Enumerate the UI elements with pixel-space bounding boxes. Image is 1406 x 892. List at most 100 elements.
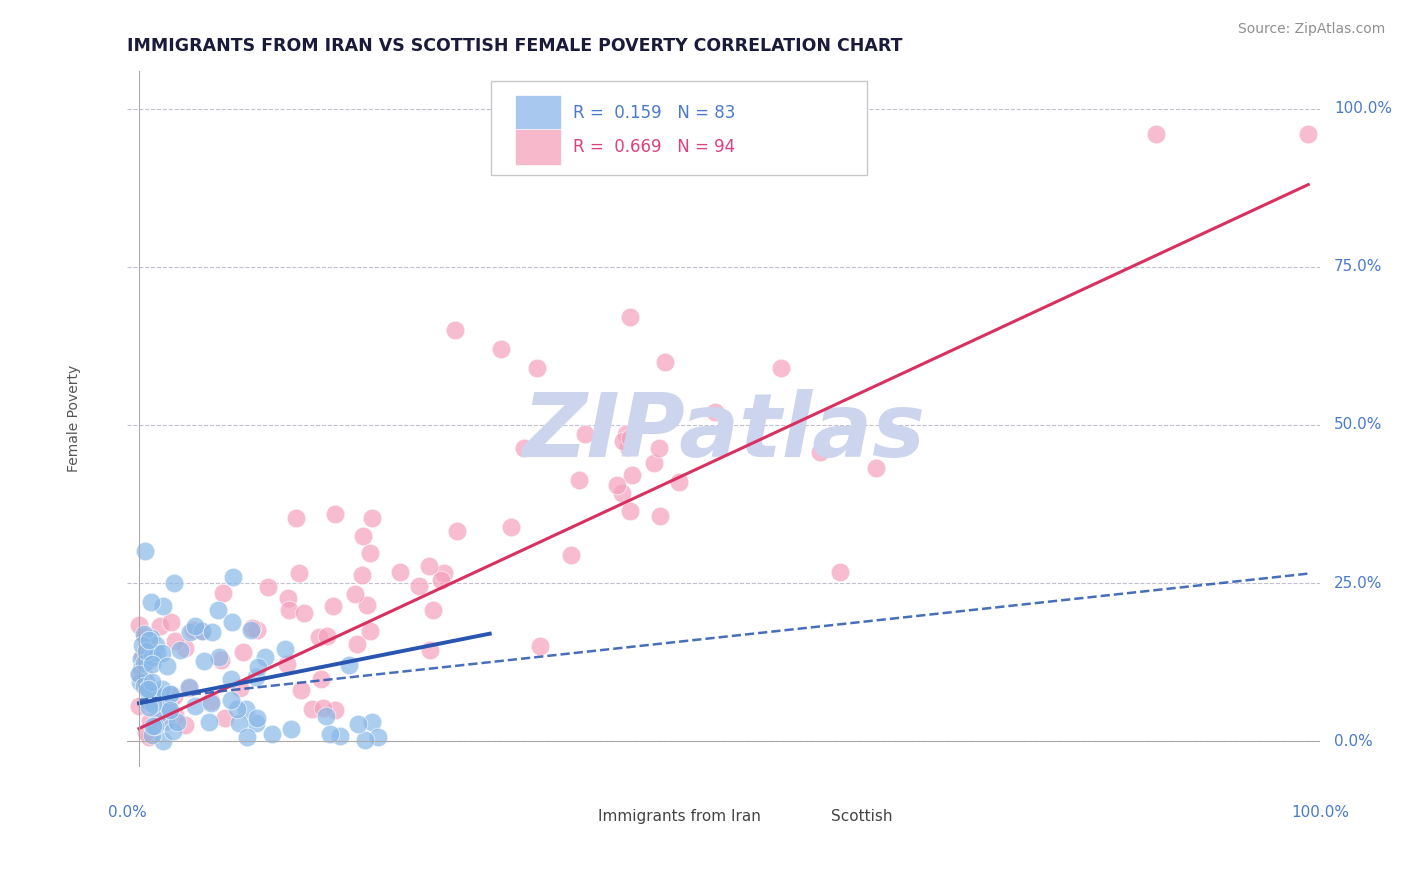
Point bbox=[617, 440, 640, 454]
Point bbox=[247, 660, 270, 674]
Point bbox=[129, 674, 152, 689]
Point bbox=[246, 623, 269, 637]
Point bbox=[159, 694, 181, 708]
Point bbox=[262, 726, 284, 740]
Point bbox=[367, 730, 389, 744]
Point bbox=[156, 659, 179, 673]
Point bbox=[131, 649, 153, 664]
Point bbox=[315, 629, 337, 643]
Point bbox=[183, 619, 205, 633]
Point bbox=[173, 640, 195, 655]
Point bbox=[150, 681, 173, 696]
FancyBboxPatch shape bbox=[491, 81, 866, 175]
Point bbox=[135, 655, 157, 669]
Point bbox=[232, 645, 254, 659]
Point bbox=[141, 728, 163, 742]
Point bbox=[177, 681, 200, 696]
Point bbox=[128, 699, 150, 714]
Point bbox=[240, 621, 263, 635]
Point bbox=[146, 646, 169, 660]
Point bbox=[228, 715, 250, 730]
Point bbox=[526, 361, 548, 376]
Point bbox=[560, 548, 582, 562]
Point bbox=[648, 509, 671, 524]
Point bbox=[209, 653, 232, 667]
Text: IMMIGRANTS FROM IRAN VS SCOTTISH FEMALE POVERTY CORRELATION CHART: IMMIGRANTS FROM IRAN VS SCOTTISH FEMALE … bbox=[128, 37, 903, 55]
FancyBboxPatch shape bbox=[780, 803, 824, 830]
Point bbox=[162, 723, 184, 738]
Point bbox=[301, 702, 323, 716]
Point bbox=[148, 707, 170, 722]
Point bbox=[808, 445, 831, 459]
Point bbox=[322, 599, 344, 613]
Point bbox=[136, 681, 159, 696]
Point bbox=[529, 639, 551, 653]
Point bbox=[221, 570, 243, 584]
Point bbox=[418, 558, 440, 573]
Point bbox=[619, 504, 641, 518]
Point bbox=[132, 668, 155, 682]
Point bbox=[614, 427, 637, 442]
Point bbox=[430, 573, 453, 587]
Point bbox=[193, 654, 215, 668]
Point bbox=[352, 529, 374, 543]
Point bbox=[163, 690, 186, 704]
Point bbox=[165, 634, 187, 648]
Text: ZIPatlas: ZIPatlas bbox=[522, 389, 925, 476]
Point bbox=[343, 587, 366, 601]
Point bbox=[280, 722, 302, 736]
Point bbox=[219, 672, 242, 686]
Point bbox=[169, 642, 191, 657]
Text: 0.0%: 0.0% bbox=[108, 805, 146, 820]
Point bbox=[128, 666, 150, 681]
Point bbox=[309, 672, 332, 686]
Point bbox=[1296, 127, 1319, 141]
Point bbox=[315, 709, 337, 723]
Point bbox=[134, 544, 156, 558]
Point bbox=[422, 603, 444, 617]
Point bbox=[323, 507, 346, 521]
Point bbox=[163, 576, 186, 591]
Point bbox=[138, 714, 160, 728]
Point bbox=[443, 323, 465, 337]
Point bbox=[219, 693, 242, 707]
Point bbox=[354, 733, 377, 747]
Point bbox=[157, 699, 180, 714]
Point bbox=[132, 657, 155, 671]
Point bbox=[360, 715, 382, 730]
Point bbox=[200, 696, 222, 710]
Point bbox=[149, 619, 172, 633]
Point bbox=[235, 702, 257, 716]
Point bbox=[323, 703, 346, 717]
Point bbox=[159, 703, 181, 717]
Point bbox=[143, 689, 166, 703]
Point bbox=[138, 653, 160, 667]
Point bbox=[1144, 127, 1167, 141]
Point bbox=[143, 686, 166, 700]
Point bbox=[152, 599, 174, 613]
Point bbox=[277, 591, 299, 605]
Point bbox=[770, 361, 793, 376]
Point bbox=[212, 585, 235, 599]
Point bbox=[574, 427, 596, 442]
Point bbox=[159, 615, 181, 629]
FancyBboxPatch shape bbox=[515, 95, 561, 131]
Point bbox=[142, 687, 165, 701]
Point bbox=[145, 686, 167, 700]
Text: 100.0%: 100.0% bbox=[1334, 101, 1392, 116]
Point bbox=[135, 674, 157, 689]
Point bbox=[360, 545, 382, 559]
Point bbox=[179, 681, 201, 695]
Point bbox=[648, 441, 671, 455]
Point bbox=[152, 734, 174, 748]
Point bbox=[612, 434, 634, 448]
Text: 100.0%: 100.0% bbox=[1291, 805, 1348, 820]
Point bbox=[139, 595, 162, 609]
Point bbox=[253, 649, 276, 664]
Point bbox=[359, 624, 381, 639]
Point bbox=[246, 711, 269, 725]
Point bbox=[339, 658, 361, 673]
Point bbox=[704, 405, 727, 419]
Point bbox=[245, 670, 267, 684]
Text: Female Poverty: Female Poverty bbox=[66, 365, 80, 472]
